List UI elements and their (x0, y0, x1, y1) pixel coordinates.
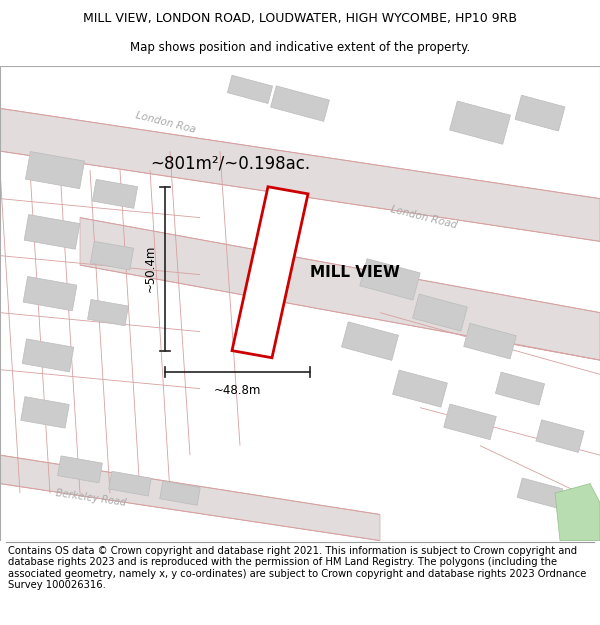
Text: Berkeley Road: Berkeley Road (55, 488, 127, 508)
Polygon shape (22, 339, 74, 372)
Text: Map shows position and indicative extent of the property.: Map shows position and indicative extent… (130, 41, 470, 54)
Polygon shape (555, 484, 600, 541)
Polygon shape (449, 101, 511, 144)
Polygon shape (0, 455, 380, 541)
Polygon shape (413, 294, 467, 331)
Polygon shape (444, 404, 496, 439)
Polygon shape (515, 95, 565, 131)
Polygon shape (21, 397, 69, 428)
Polygon shape (0, 108, 600, 241)
Polygon shape (464, 323, 516, 359)
Polygon shape (232, 187, 308, 358)
Polygon shape (536, 420, 584, 452)
Polygon shape (58, 456, 103, 483)
Polygon shape (227, 75, 272, 104)
Polygon shape (271, 86, 329, 121)
Text: MILL VIEW, LONDON ROAD, LOUDWATER, HIGH WYCOMBE, HP10 9RB: MILL VIEW, LONDON ROAD, LOUDWATER, HIGH … (83, 12, 517, 25)
Polygon shape (24, 214, 80, 249)
Polygon shape (91, 241, 134, 270)
Polygon shape (23, 276, 77, 311)
Polygon shape (25, 151, 85, 189)
Polygon shape (160, 481, 200, 505)
Text: ~801m²/~0.198ac.: ~801m²/~0.198ac. (150, 154, 310, 172)
Text: ~50.4m: ~50.4m (144, 245, 157, 292)
Text: Contains OS data © Crown copyright and database right 2021. This information is : Contains OS data © Crown copyright and d… (8, 546, 586, 591)
Polygon shape (92, 179, 137, 208)
Polygon shape (88, 299, 128, 326)
Text: ~48.8m: ~48.8m (214, 384, 261, 397)
Polygon shape (109, 471, 151, 496)
Polygon shape (496, 372, 545, 405)
Polygon shape (341, 322, 398, 361)
Polygon shape (80, 217, 600, 360)
Polygon shape (517, 478, 563, 508)
Text: London Road: London Road (390, 204, 458, 231)
Polygon shape (360, 259, 420, 300)
Polygon shape (392, 370, 448, 407)
Text: MILL VIEW: MILL VIEW (310, 265, 400, 280)
Text: London Roa: London Roa (135, 111, 197, 135)
